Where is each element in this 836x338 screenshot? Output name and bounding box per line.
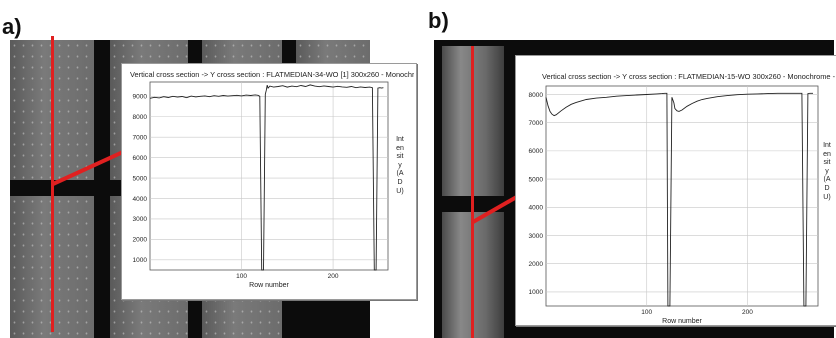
chart-b-ytick-label: 6000 bbox=[529, 148, 544, 155]
chart-a-plot: 1000 2000 3000 4000 5000 6000 7000 8000 9000 100 2… bbox=[133, 81, 389, 289]
panel-b-label: b) bbox=[428, 8, 449, 33]
chart-b-plot-frame bbox=[545, 85, 819, 307]
chart-a-title: Vertical cross section -> Y cross sectio… bbox=[130, 70, 414, 79]
chart-a-series-line-0 bbox=[149, 84, 384, 271]
chart-b-title: Vertical cross section -> Y cross sectio… bbox=[542, 72, 836, 81]
chart-b-ytick-label: 5000 bbox=[529, 176, 544, 183]
chart-a-xtick-label: 200 bbox=[328, 273, 339, 280]
chart-a-xlabel: Row number bbox=[249, 282, 289, 289]
chart-b-ytick-label: 7000 bbox=[529, 120, 544, 127]
panel-b-red-cut-line bbox=[471, 46, 474, 338]
chart-b-ytick-label: 3000 bbox=[529, 233, 544, 240]
chart-b-ytick-label: 2000 bbox=[529, 261, 544, 268]
chart-a-ytick-label: 2000 bbox=[133, 237, 148, 244]
panel-a-label: a) bbox=[2, 14, 22, 39]
chart-b-plot: 1000 2000 3000 4000 5000 6000 7000 8000 100 200 Ro… bbox=[529, 85, 819, 325]
chart-a-ytick-label: 1000 bbox=[133, 257, 148, 264]
chart-a-xtick-label: 100 bbox=[236, 273, 247, 280]
chart-b-xtick-label: 100 bbox=[641, 309, 652, 316]
chart-b-ytick-label: 8000 bbox=[529, 92, 544, 99]
chart-a-window: Vertical cross section -> Y cross sectio… bbox=[121, 63, 417, 300]
chart-a-ytick-label: 3000 bbox=[133, 216, 148, 223]
chart-b-window: Vertical cross section -> Y cross sectio… bbox=[515, 55, 836, 326]
chart-b-ytick-label: 4000 bbox=[529, 205, 544, 212]
chart-a-ytick-label: 7000 bbox=[133, 134, 148, 141]
chart-a-ytick-label: 9000 bbox=[133, 94, 148, 101]
chart-a-plot-frame bbox=[149, 81, 389, 271]
chart-b-series-line-0 bbox=[545, 92, 813, 307]
chart-a-ylabel: Intensity (ADU) bbox=[396, 136, 404, 195]
chart-b-xtick-label: 200 bbox=[742, 309, 753, 316]
chart-b-ytick-label: 1000 bbox=[529, 289, 544, 296]
chart-b-ylabel: Intensity (ADU) bbox=[823, 142, 831, 201]
chart-b-xlabel: Row number bbox=[662, 318, 702, 325]
panel-a-red-cut-line bbox=[51, 36, 54, 332]
chart-a-ytick-label: 4000 bbox=[133, 196, 148, 203]
chart-a-ytick-label: 5000 bbox=[133, 175, 148, 182]
chart-a-ytick-label: 8000 bbox=[133, 114, 148, 121]
chart-a-ytick-label: 6000 bbox=[133, 155, 148, 162]
